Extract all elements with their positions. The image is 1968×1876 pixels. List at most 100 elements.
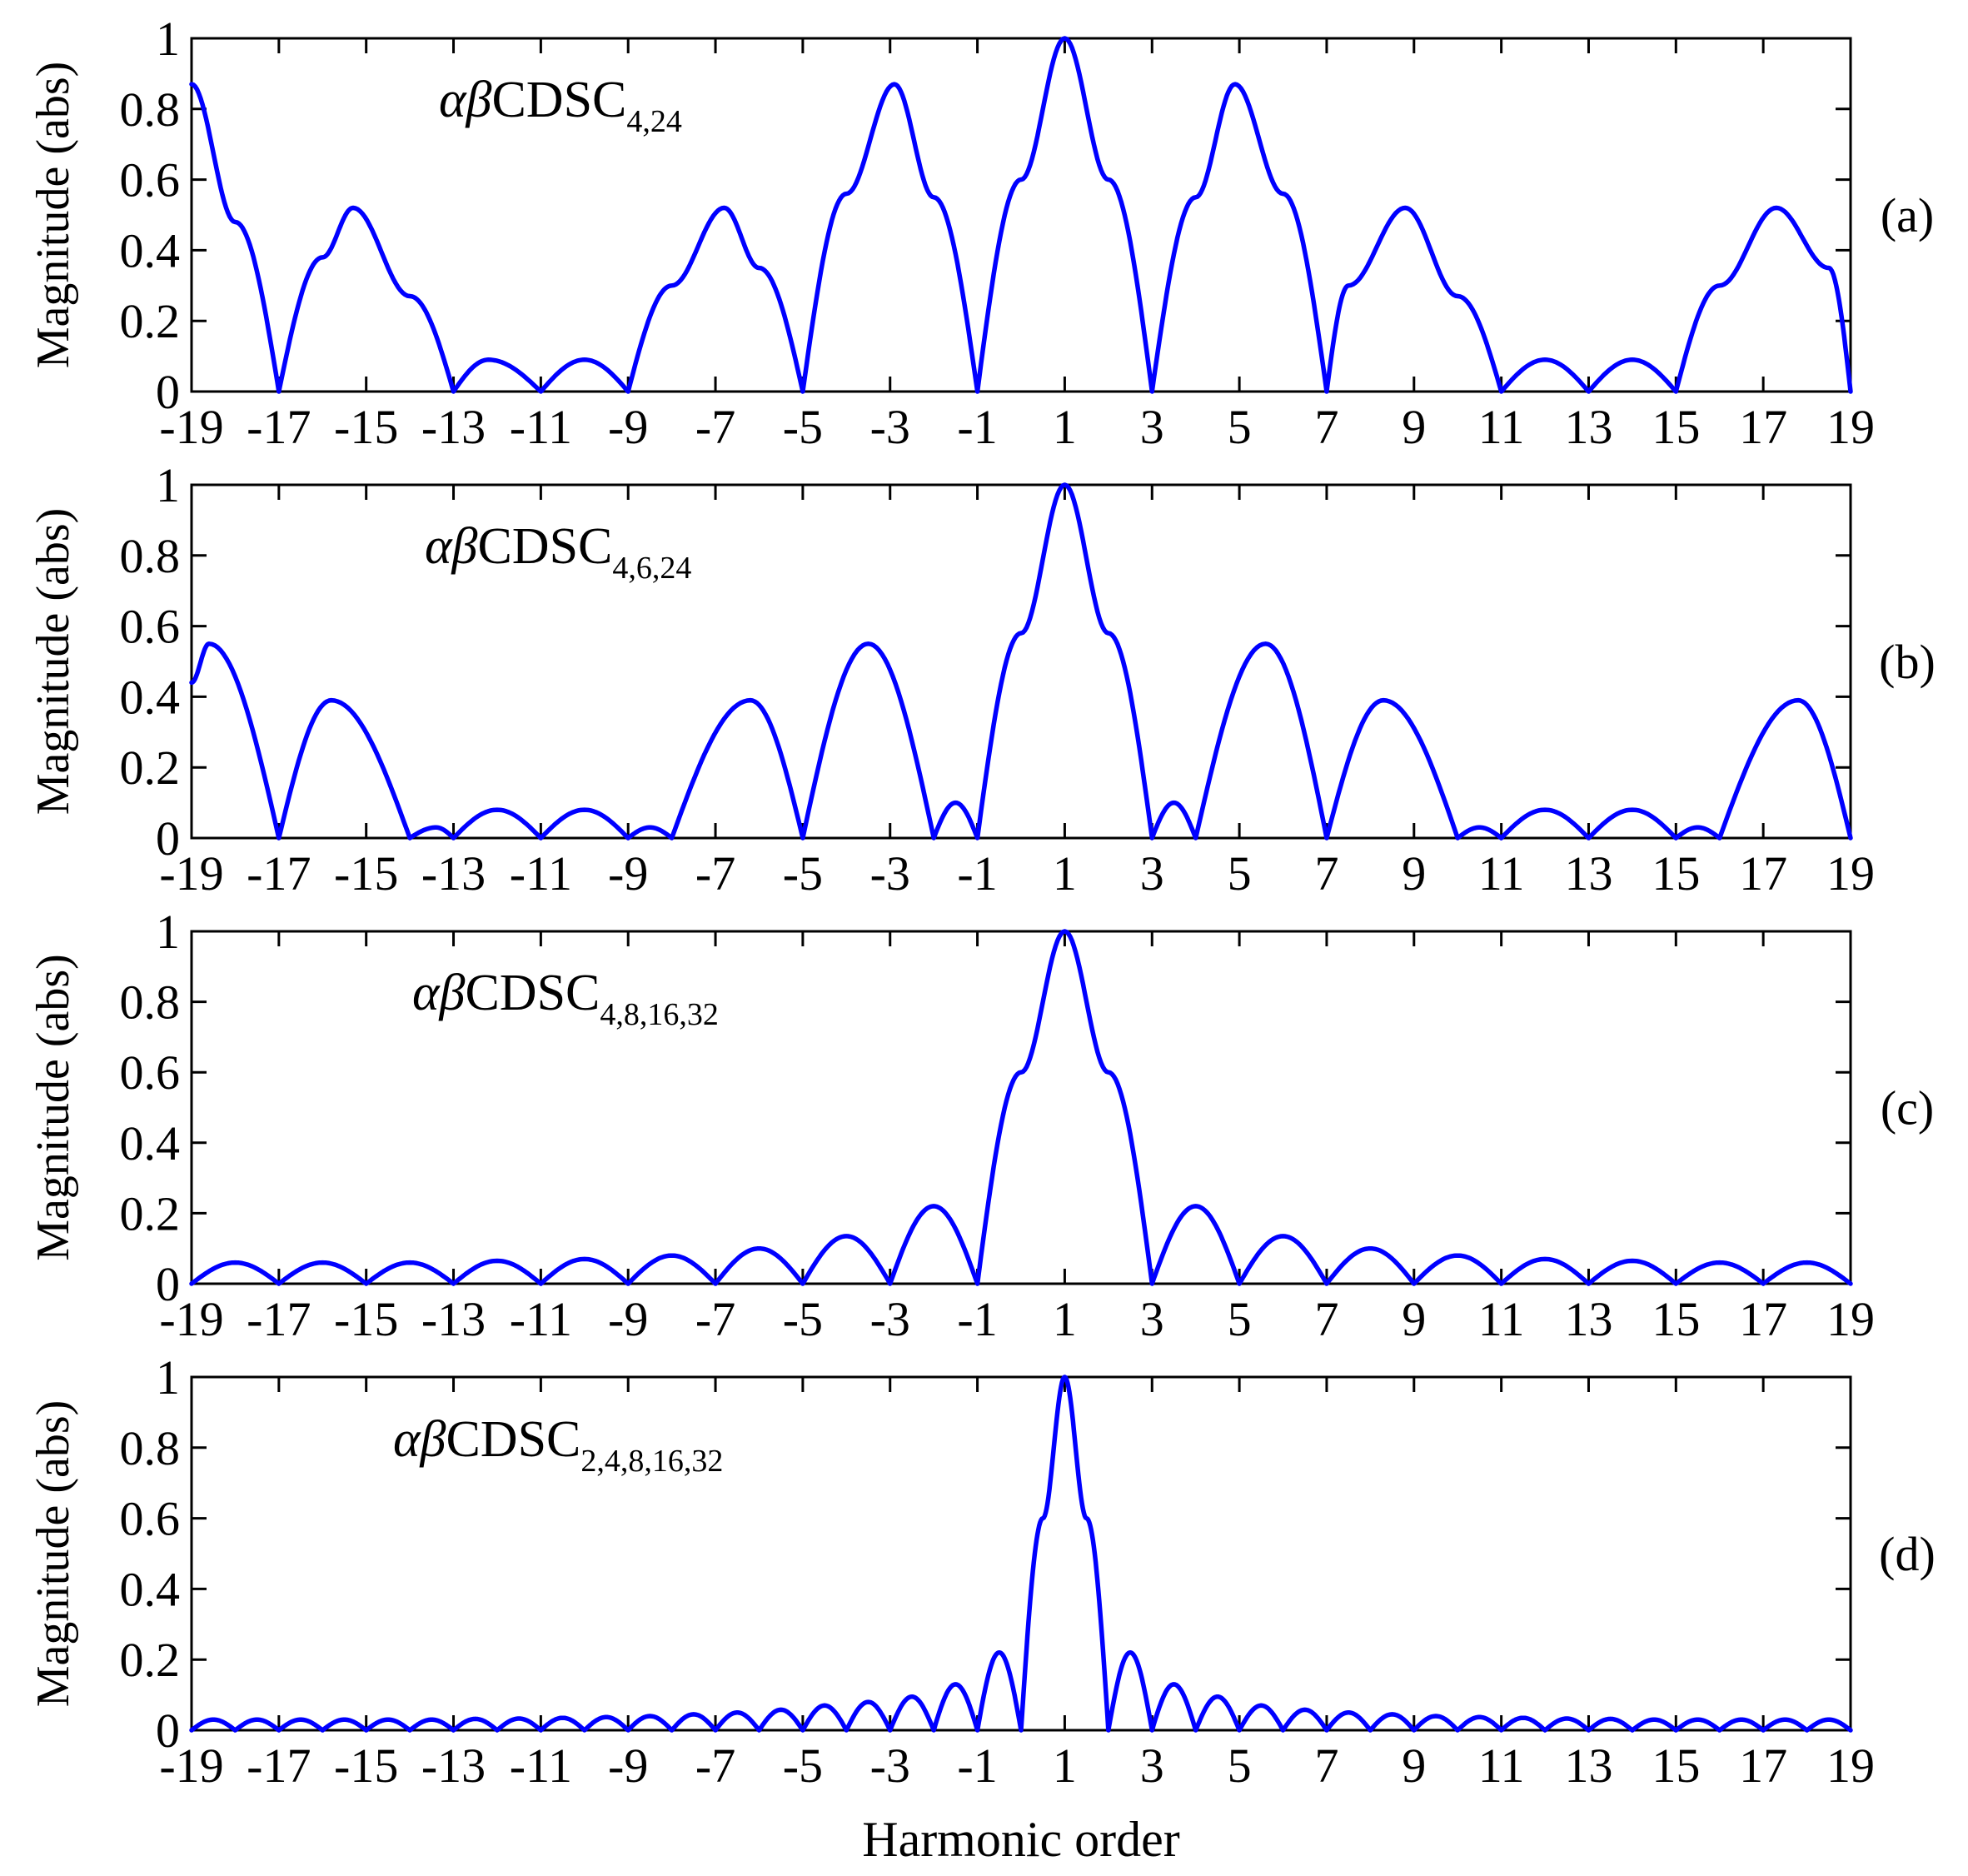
- y-tick-label: 0.6: [120, 1045, 181, 1100]
- x-tick-label: 7: [1314, 846, 1338, 901]
- y-tick-label: 1: [156, 905, 180, 959]
- x-tick-label: -7: [695, 846, 735, 901]
- panel-label: (a): [1881, 188, 1934, 242]
- x-tick-label: -17: [247, 846, 311, 901]
- x-tick-label: 9: [1402, 1739, 1426, 1793]
- x-tick-label: 19: [1826, 1739, 1875, 1793]
- x-tick-label: 11: [1478, 1739, 1525, 1793]
- curve-annotation: αβCDSC2,4,8,16,32: [393, 1411, 723, 1479]
- y-tick-label: 0: [156, 365, 180, 419]
- x-tick-label: 13: [1564, 400, 1612, 454]
- x-tick-label: 5: [1228, 846, 1252, 901]
- y-tick-label: 0.2: [120, 294, 181, 348]
- y-tick-label: 0.4: [120, 1116, 181, 1170]
- plot-frame: [190, 483, 1852, 840]
- x-tick-label: -11: [510, 1292, 572, 1346]
- x-tick-label: 1: [1053, 846, 1077, 901]
- y-tick-label: 0.4: [120, 670, 181, 724]
- panel-label: (b): [1879, 635, 1936, 689]
- x-tick-label: 19: [1826, 400, 1875, 454]
- x-tick-label: -15: [334, 846, 398, 901]
- x-tick-label: -3: [870, 846, 910, 901]
- x-tick-label: -7: [695, 400, 735, 454]
- x-tick-label: -15: [334, 1739, 398, 1793]
- x-tick-label: -11: [510, 1739, 572, 1793]
- x-tick-label: 15: [1652, 400, 1700, 454]
- x-tick-label: -5: [783, 400, 823, 454]
- x-tick-label: 9: [1402, 1292, 1426, 1346]
- y-tick-label: 0.8: [120, 1421, 181, 1475]
- x-tick-label: -17: [247, 1292, 311, 1346]
- x-tick-label: -7: [695, 1292, 735, 1346]
- chart-panel-1: -19 -17 -15 -13 -11 -9 -7 -5 -3 -1 1 3 5 7 9 11 13 15 17 19…: [27, 12, 1934, 454]
- x-tick-label: -13: [421, 1292, 486, 1346]
- x-tick-label: -19: [159, 1292, 223, 1346]
- x-tick-label: -3: [870, 1292, 910, 1346]
- x-tick-label: 15: [1652, 1739, 1700, 1793]
- y-tick-label: 0.6: [120, 153, 181, 207]
- x-tick-label: 3: [1140, 1739, 1164, 1793]
- y-tick-label: 0.6: [120, 600, 181, 654]
- x-tick-label: -1: [957, 1739, 997, 1793]
- y-tick-label: 0.4: [120, 1562, 181, 1616]
- y-tick-label: 0: [156, 811, 180, 866]
- x-tick-label: -15: [334, 400, 398, 454]
- x-tick-label: 1: [1053, 400, 1077, 454]
- y-tick-label: 0.2: [120, 741, 181, 795]
- annotation-greek: αβ: [439, 72, 492, 128]
- x-tick-label: 17: [1739, 846, 1787, 901]
- x-tick-label: -13: [421, 400, 486, 454]
- chart-panel-2: -19 -17 -15 -13 -11 -9 -7 -5 -3 -1 1 3 5 7 9 11 13 15 17 19…: [27, 458, 1936, 901]
- x-tick-label: -7: [695, 1739, 735, 1793]
- x-tick-label: -9: [608, 846, 648, 901]
- x-tick-label: -19: [159, 1739, 223, 1793]
- panel-label: (c): [1881, 1081, 1934, 1135]
- annotation-subscript: 4,8,16,32: [600, 997, 719, 1032]
- x-tick-label: 5: [1228, 1292, 1252, 1346]
- x-tick-label: 11: [1478, 400, 1525, 454]
- x-tick-label: -9: [608, 1739, 648, 1793]
- annotation-greek: αβ: [393, 1411, 446, 1468]
- x-tick-label: -5: [783, 1739, 823, 1793]
- x-tick-label: 17: [1739, 1739, 1787, 1793]
- x-tick-label: -1: [957, 846, 997, 901]
- series-line-1: [189, 482, 1853, 841]
- y-tick-label: 1: [156, 12, 180, 66]
- x-tick-label: -9: [608, 1292, 648, 1346]
- x-tick-label: -3: [870, 400, 910, 454]
- panel-label: (d): [1879, 1527, 1936, 1581]
- x-tick-label: 19: [1826, 846, 1875, 901]
- x-tick-label: -1: [957, 1292, 997, 1346]
- x-tick-label: 7: [1314, 1292, 1338, 1346]
- y-tick-label: 0: [156, 1704, 180, 1758]
- x-tick-label: -1: [957, 400, 997, 454]
- x-tick-label: 1: [1053, 1739, 1077, 1793]
- y-tick-label: 0.4: [120, 223, 181, 277]
- y-axis-label: Magnitude (abs): [27, 954, 79, 1261]
- x-tick-label: -5: [783, 1292, 823, 1346]
- x-tick-label: 11: [1478, 1292, 1525, 1346]
- annotation-greek: αβ: [425, 518, 478, 575]
- x-tick-label: 11: [1478, 846, 1525, 901]
- y-tick-label: 0.6: [120, 1492, 181, 1546]
- chart-panel-3: -19 -17 -15 -13 -11 -9 -7 -5 -3 -1 1 3 5 7 9 11 13 15 17 19…: [27, 905, 1934, 1346]
- x-tick-label: 3: [1140, 1292, 1164, 1346]
- plot-frame: [190, 37, 1852, 393]
- x-axis-label: Harmonic order: [862, 1812, 1180, 1867]
- chart-panel-4: -19 -17 -15 -13 -11 -9 -7 -5 -3 -1 1 3 5 7 9 11 13 15 17 19…: [27, 1350, 1936, 1867]
- x-tick-label: 5: [1228, 1739, 1252, 1793]
- x-tick-label: 13: [1564, 846, 1612, 901]
- x-tick-label: 7: [1314, 400, 1338, 454]
- x-tick-label: -9: [608, 400, 648, 454]
- annotation-text: CDSC: [446, 1411, 580, 1468]
- y-tick-label: 0.8: [120, 975, 181, 1030]
- annotation-subscript: 4,6,24: [612, 551, 691, 586]
- curve-annotation: αβCDSC4,24: [439, 72, 682, 139]
- y-tick-label: 1: [156, 1350, 180, 1405]
- y-axis-label: Magnitude (abs): [27, 508, 79, 816]
- x-tick-label: -15: [334, 1292, 398, 1346]
- x-tick-label: -13: [421, 846, 486, 901]
- y-axis-label: Magnitude (abs): [27, 1400, 79, 1708]
- x-tick-label: 13: [1564, 1292, 1612, 1346]
